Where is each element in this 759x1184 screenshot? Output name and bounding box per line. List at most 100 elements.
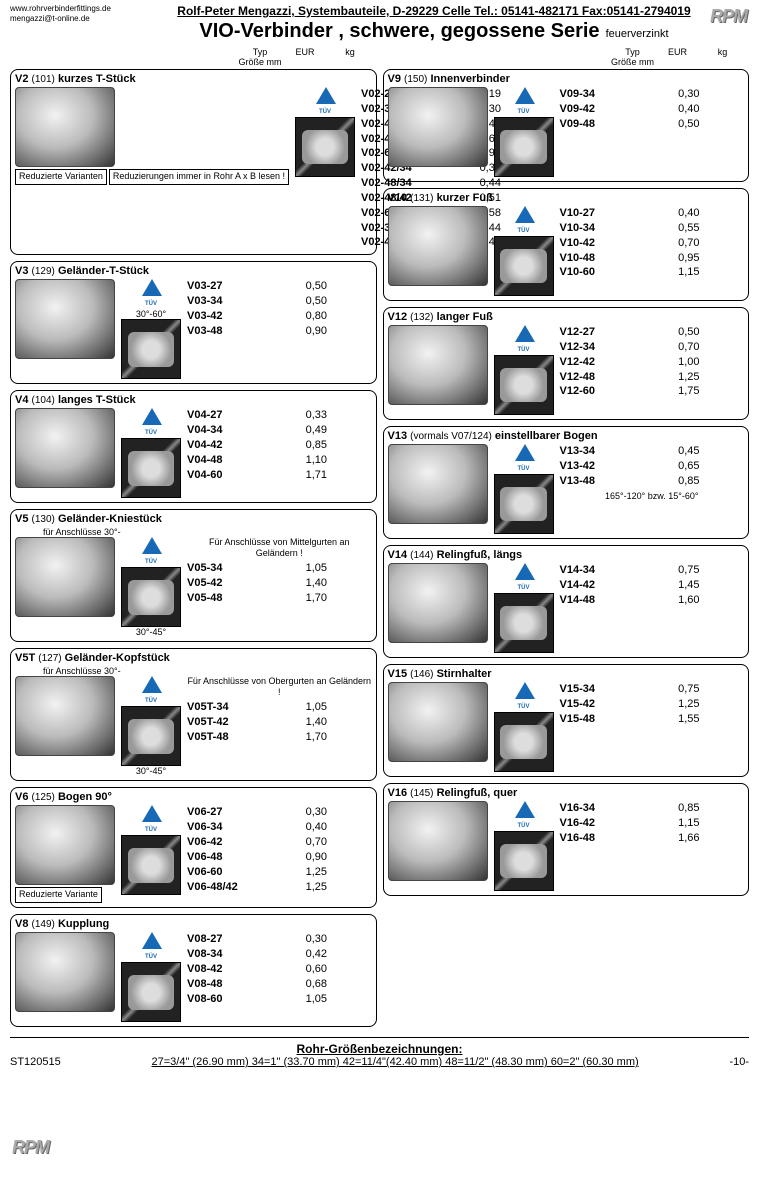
info-box: Reduzierungen immer in Rohr A x B lesen …: [109, 169, 289, 185]
product-aux-image: [494, 474, 554, 534]
row-kg: 0,30: [289, 932, 329, 947]
card-code: V6: [15, 791, 28, 803]
row-eur: [622, 236, 662, 251]
left-column: TypGröße mm EUR kg V2 (101) kurzes T-Stü…: [10, 47, 377, 1033]
row-typ: V06-42: [187, 835, 249, 850]
spec-row: V09-42 0,40: [560, 102, 745, 117]
card-name: Relingfuß, längs: [437, 549, 523, 561]
row-typ: V15-48: [560, 712, 622, 727]
spec-row: V06-42 0,70: [187, 835, 372, 850]
col-eur: EUR: [283, 47, 328, 67]
card-code: V5T: [15, 652, 35, 664]
row-typ: V12-60: [560, 384, 622, 399]
title-prefix: VIO-: [199, 20, 240, 42]
row-typ: V05-48: [187, 591, 249, 606]
product-card: V5 (130) Geländer-Kniestück für Anschlüs…: [10, 509, 377, 642]
row-eur: [249, 865, 289, 880]
card-title: V12 (132) langer Fuß: [388, 311, 745, 323]
row-kg: 0,75: [662, 682, 702, 697]
row-eur: [622, 712, 662, 727]
row-kg: 0,33: [289, 408, 329, 423]
row-kg: 0,80: [289, 309, 329, 324]
row-kg: 0,85: [662, 801, 702, 816]
row-typ: V04-42: [187, 438, 249, 453]
row-eur: [249, 820, 289, 835]
card-name: Stirnhalter: [437, 668, 492, 680]
title-rest: Verbinder , schwere, gegossene Serie: [241, 20, 600, 42]
spec-row: V09-34 0,30: [560, 87, 745, 102]
spec-row: V16-48 1,66: [560, 831, 745, 846]
product-image: [15, 676, 115, 756]
spec-row: V12-42 1,00: [560, 355, 745, 370]
row-kg: 1,05: [289, 561, 329, 576]
row-eur: [249, 324, 289, 339]
spec-rows: V15-34 0,75 V15-42 1,25 V15-48 1,55: [560, 682, 745, 727]
row-eur: [249, 992, 289, 1007]
row-eur: [249, 932, 289, 947]
spec-row: V16-34 0,85: [560, 801, 745, 816]
row-eur: [249, 576, 289, 591]
product-image: [388, 87, 488, 167]
email-text: mengazzi@t-online.de: [10, 14, 111, 24]
row-eur: [622, 117, 662, 132]
row-eur: [622, 206, 662, 221]
row-kg: 0,50: [289, 294, 329, 309]
row-eur: [249, 850, 289, 865]
row-typ: V08-27: [187, 932, 249, 947]
spec-row: V13-34 0,45: [560, 444, 745, 459]
spec-row: V04-34 0,49: [187, 423, 372, 438]
card-name: Innenverbinder: [430, 73, 509, 85]
spec-row: V05T-42 1,40: [187, 715, 372, 730]
card-name: einstellbarer Bogen: [495, 430, 598, 442]
product-aux-image: [121, 835, 181, 895]
row-kg: 1,10: [289, 453, 329, 468]
product-image: [388, 801, 488, 881]
card-num: (144): [410, 550, 433, 561]
row-typ: V03-42: [187, 309, 249, 324]
footer-sizes: 27=3/4" (26.90 mm) 34=1" (33.70 mm) 42=1…: [152, 1056, 639, 1068]
row-typ: V06-34: [187, 820, 249, 835]
row-kg: 1,15: [662, 265, 702, 280]
tuv-icon: [136, 537, 166, 565]
row-eur: [622, 816, 662, 831]
row-eur: [249, 880, 289, 895]
row-eur: [249, 561, 289, 576]
spec-row: V04-27 0,33: [187, 408, 372, 423]
row-eur: [622, 578, 662, 593]
spec-row: V05T-34 1,05: [187, 700, 372, 715]
product-card: V3 (129) Geländer-T-Stück 30°-60° V03-27…: [10, 261, 377, 384]
card-name: Bogen 90°: [58, 791, 112, 803]
product-card: V9 (150) Innenverbinder V09-34 0,30: [383, 69, 750, 182]
row-typ: V06-48: [187, 850, 249, 865]
content-columns: TypGröße mm EUR kg V2 (101) kurzes T-Stü…: [10, 47, 749, 1033]
spec-row: V06-27 0,30: [187, 805, 372, 820]
tuv-icon: [136, 408, 166, 436]
row-eur: [249, 835, 289, 850]
col-kg: kg: [700, 47, 745, 67]
spec-row: V13-48 0,85: [560, 474, 745, 489]
product-image: [388, 444, 488, 524]
product-aux-image: [121, 319, 181, 379]
row-typ: V04-48: [187, 453, 249, 468]
row-typ: V06-27: [187, 805, 249, 820]
card-code: V2: [15, 73, 28, 85]
row-eur: [622, 444, 662, 459]
product-image: [15, 805, 115, 885]
aux-angle-note: 30°-45°: [136, 627, 166, 637]
row-kg: 1,05: [289, 992, 329, 1007]
spec-row: V12-48 1,25: [560, 370, 745, 385]
spec-row: V05-34 1,05: [187, 561, 372, 576]
spec-rows: Für Anschlüsse von Obergurten an Gelände…: [187, 676, 372, 744]
logo-badge-bottom: RPM: [12, 1137, 49, 1158]
card-num: (132): [410, 312, 433, 323]
row-typ: V03-48: [187, 324, 249, 339]
row-kg: 0,75: [662, 563, 702, 578]
card-name: Geländer-T-Stück: [58, 265, 149, 277]
row-typ: V16-34: [560, 801, 622, 816]
row-eur: [622, 801, 662, 816]
title-suffix: feuerverzinkt: [606, 28, 669, 40]
row-typ: V03-27: [187, 279, 249, 294]
row-kg: 0,49: [289, 423, 329, 438]
spec-row: V09-48 0,50: [560, 117, 745, 132]
row-typ: V05T-34: [187, 700, 249, 715]
